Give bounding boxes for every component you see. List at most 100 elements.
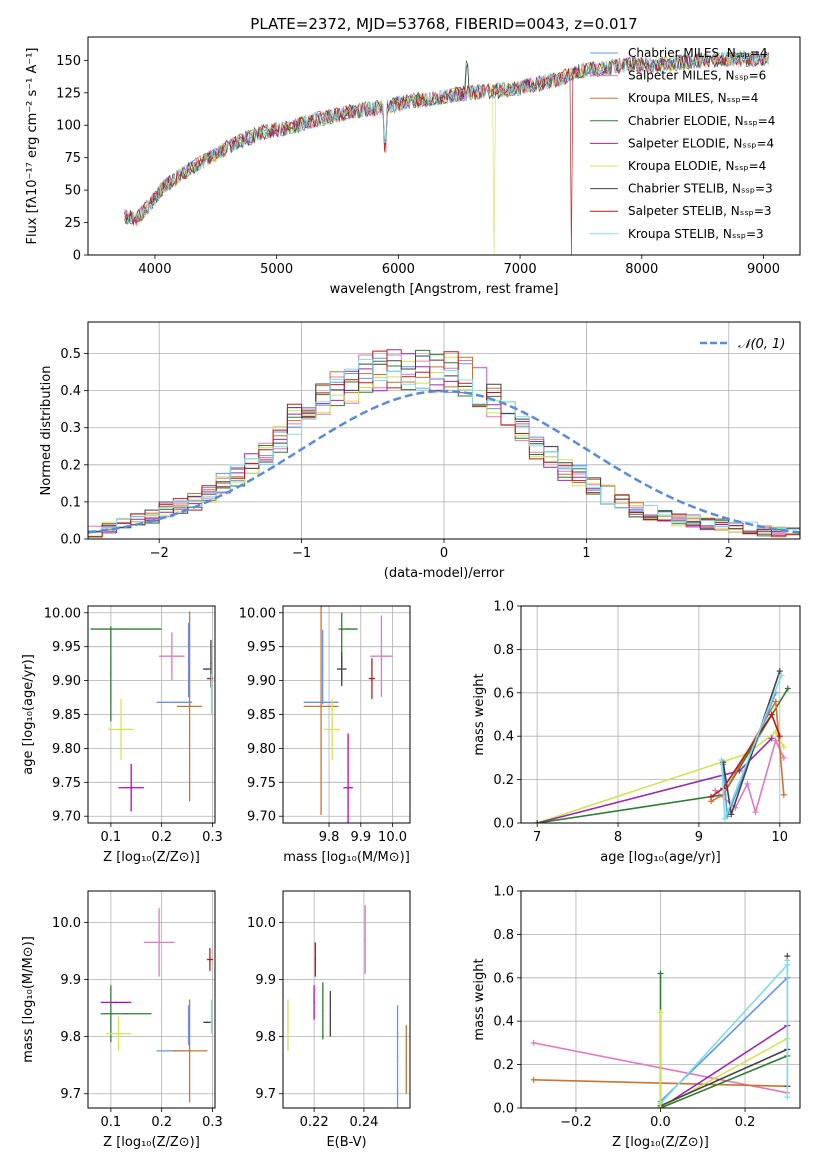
x-tick-label: 0.0 <box>650 1115 671 1130</box>
plot-area <box>90 611 213 812</box>
y-tick-label: 9.8 <box>255 1030 276 1045</box>
y-tick-label: 0.8 <box>493 928 514 943</box>
y-tick-label: 0.0 <box>493 817 514 832</box>
data-point <box>313 1001 315 1004</box>
data-point <box>130 786 132 789</box>
legend-label: Kroupa STELIB, Nₛₛₚ=3 <box>628 227 764 241</box>
mass-weight-line <box>660 1055 788 1108</box>
y-tick-label: 0.2 <box>493 773 514 788</box>
panel-age-vs-mass: 9.8 9.9 10.0 9.70 9.75 9.80 9.85 9.90 9.95 10.00 m… <box>239 605 411 865</box>
y-tick-label: 1.0 <box>493 600 514 615</box>
x-tick-label: 5000 <box>260 262 293 277</box>
data-point <box>322 1010 324 1012</box>
y-tick-label: 9.8 <box>60 1030 81 1045</box>
spectrum-line <box>124 50 769 224</box>
y-tick-label: 0.8 <box>493 643 514 658</box>
x-tick-label: 0.2 <box>735 1115 756 1130</box>
x-tick-label: 9.8 <box>319 830 340 845</box>
axes-frame <box>87 605 216 824</box>
data-point <box>125 1012 127 1015</box>
data-point <box>347 628 349 630</box>
data-point <box>405 1058 408 1061</box>
x-tick-label: −2 <box>150 546 169 561</box>
plot-area <box>287 905 408 1108</box>
data-point <box>117 1032 120 1035</box>
y-tick-label: 125 <box>56 86 81 101</box>
x-tick-label: 8 <box>614 830 622 845</box>
y-tick-label: 1.0 <box>493 885 514 900</box>
data-point <box>340 645 343 648</box>
x-tick-label: 0.3 <box>202 1115 223 1130</box>
y-tick-label: 9.85 <box>247 708 276 723</box>
axes-frame <box>282 605 411 824</box>
y-tick-label: 9.80 <box>52 742 81 757</box>
y-tick-label: 0 <box>73 249 81 264</box>
x-tick-label: 10.0 <box>378 830 407 845</box>
mass-weight-line <box>537 737 773 823</box>
y-axis-label: mass weight <box>472 673 487 755</box>
y-tick-label: 0.4 <box>493 1015 514 1030</box>
x-tick-label: 0.1 <box>101 1115 122 1130</box>
legend-label: 𝒩(0, 1) <box>738 337 785 352</box>
y-tick-label: 9.70 <box>52 810 81 825</box>
data-point <box>115 1001 117 1004</box>
y-tick-label: 9.7 <box>60 1087 81 1102</box>
y-tick-label: 0.6 <box>493 686 514 701</box>
y-tick-label: 0.0 <box>60 533 81 548</box>
data-point <box>206 668 208 670</box>
data-point <box>188 1050 191 1052</box>
panel-mass-weight-vs-Z: −0.2 0.0 0.2 0.0 0.2 0.4 0.6 0.8 1.0 Z [log₁₀(Z/Z… <box>472 885 801 1150</box>
panel-mass-vs-ebv: 0.22 0.24 9.7 9.8 9.9 10.0 E(B-V) <box>247 890 411 1150</box>
data-point <box>320 705 322 708</box>
axes-frame <box>520 890 801 1109</box>
mass-weight-line <box>660 1048 788 1107</box>
y-tick-label: 0.4 <box>493 730 514 745</box>
y-tick-label: 0.2 <box>60 458 81 473</box>
y-tick-label: 9.95 <box>247 640 276 655</box>
x-axis-label: E(B-V) <box>326 1135 366 1150</box>
x-tick-label: 8000 <box>625 262 658 277</box>
data-point <box>210 1015 213 1018</box>
y-tick-label: 0.4 <box>60 384 81 399</box>
y-tick-label: 9.9 <box>60 973 81 988</box>
normal-curve <box>88 389 800 534</box>
x-tick-label: 0.22 <box>300 1115 329 1130</box>
data-point <box>188 705 191 708</box>
histogram-step <box>88 358 800 531</box>
x-axis-label: (data-model)/error <box>384 566 505 581</box>
x-tick-label: −0.2 <box>560 1115 592 1130</box>
data-point <box>110 673 112 675</box>
data-point <box>396 1055 399 1058</box>
legend-label: Salpeter ELODIE, Nₛₛₚ=4 <box>628 136 774 150</box>
spectrum-line <box>124 52 769 255</box>
mass-weight-line <box>710 712 781 798</box>
data-point <box>287 1024 289 1026</box>
y-tick-label: 10.0 <box>52 916 81 931</box>
legend-label: Salpeter MILES, Nₛₛₚ=6 <box>628 69 766 83</box>
y-axis-label: mass [log₁₀(M/M⊙)] <box>21 936 36 1063</box>
data-point <box>125 628 127 630</box>
y-tick-label: 0.6 <box>493 971 514 986</box>
data-point <box>340 668 343 670</box>
y-axis-label: Flux [fλ10⁻¹⁷ erg cm⁻² s⁻¹ A⁻¹] <box>25 48 40 245</box>
legend-label: Chabrier STELIB, Nₛₛₚ=3 <box>628 182 773 196</box>
panel-mass-vs-Z: 0.1 0.2 0.3 9.7 9.8 9.9 10.0 Z [log₁₀(Z/Z⊙)] mas… <box>21 890 223 1150</box>
x-tick-label: 6000 <box>382 262 415 277</box>
x-tick-label: 9.9 <box>350 830 371 845</box>
data-point <box>210 662 212 665</box>
data-point <box>314 958 317 961</box>
y-tick-label: 9.70 <box>247 810 276 825</box>
data-point <box>210 693 213 695</box>
plot-area <box>88 349 800 538</box>
axes-frame <box>282 890 411 1109</box>
y-tick-label: 9.85 <box>52 708 81 723</box>
x-tick-label: 10 <box>772 830 789 845</box>
x-axis-label: mass [log₁₀(M/M⊙)] <box>283 850 410 865</box>
y-axis-label: age [log₁₀(age/yr)] <box>21 654 36 775</box>
legend-label: Kroupa MILES, Nₛₛₚ=4 <box>628 91 758 105</box>
y-tick-label: 10.00 <box>239 606 276 621</box>
y-tick-label: 10.00 <box>44 606 81 621</box>
mass-weight-line <box>659 964 788 1105</box>
mass-weight-line <box>536 730 785 823</box>
axes-frame <box>87 321 801 540</box>
